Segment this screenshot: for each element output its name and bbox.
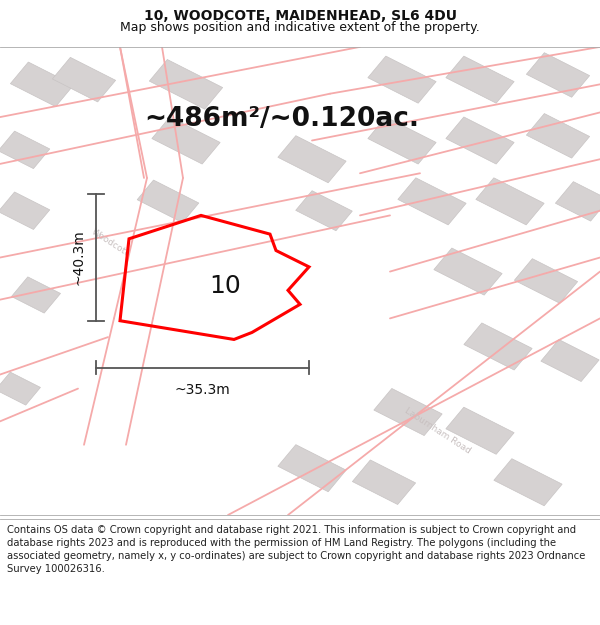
Text: 10: 10 [209,274,241,298]
Polygon shape [152,117,220,164]
Polygon shape [278,444,346,492]
Polygon shape [0,131,50,169]
Text: ~486m²/~0.120ac.: ~486m²/~0.120ac. [145,106,419,132]
Polygon shape [446,56,514,103]
Polygon shape [446,408,514,454]
Polygon shape [278,136,346,182]
Polygon shape [296,191,352,231]
Text: ~35.3m: ~35.3m [175,382,230,396]
Polygon shape [526,52,590,98]
Polygon shape [0,372,40,405]
Polygon shape [352,460,416,504]
Polygon shape [52,58,116,102]
Polygon shape [556,182,600,221]
Polygon shape [11,277,61,313]
Polygon shape [446,117,514,164]
Polygon shape [526,114,590,158]
Polygon shape [476,177,544,225]
Polygon shape [374,389,442,436]
Text: ~40.3m: ~40.3m [71,229,85,286]
Text: Woodcote: Woodcote [90,228,132,259]
Text: Contains OS data © Crown copyright and database right 2021. This information is : Contains OS data © Crown copyright and d… [7,525,586,574]
Polygon shape [494,459,562,506]
Text: 10, WOODCOTE, MAIDENHEAD, SL6 4DU: 10, WOODCOTE, MAIDENHEAD, SL6 4DU [143,9,457,23]
Polygon shape [514,259,578,303]
Polygon shape [149,59,223,109]
Polygon shape [368,117,436,164]
Polygon shape [398,177,466,225]
Polygon shape [10,62,74,107]
Polygon shape [464,323,532,370]
Polygon shape [137,180,199,222]
Text: Laburnham Road: Laburnham Road [403,406,473,456]
Polygon shape [541,339,599,381]
Polygon shape [434,248,502,295]
Text: Map shows position and indicative extent of the property.: Map shows position and indicative extent… [120,21,480,34]
Polygon shape [0,192,50,229]
Polygon shape [368,56,436,103]
